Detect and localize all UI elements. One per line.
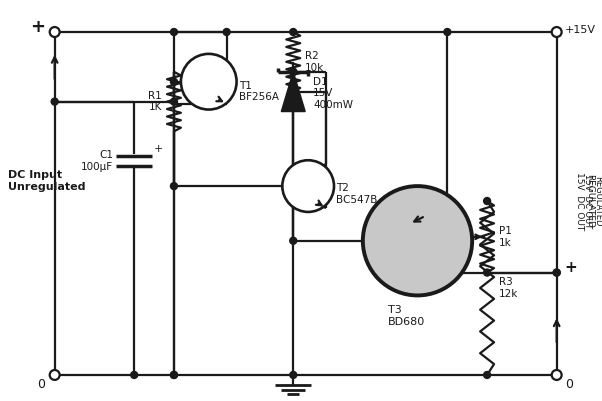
Text: C1
100μF: C1 100μF [81, 150, 113, 172]
Circle shape [290, 88, 297, 95]
Circle shape [223, 28, 230, 35]
Text: R2
10k: R2 10k [305, 51, 324, 73]
Circle shape [170, 371, 178, 379]
Circle shape [50, 27, 60, 37]
Text: +: + [565, 260, 577, 275]
Text: R1
1K: R1 1K [148, 91, 162, 112]
Text: +: + [154, 144, 164, 154]
Circle shape [170, 98, 178, 105]
Circle shape [290, 28, 297, 35]
Circle shape [553, 269, 560, 276]
Circle shape [282, 160, 334, 212]
Circle shape [553, 269, 560, 276]
Circle shape [50, 370, 60, 380]
Text: T1
BF256A: T1 BF256A [238, 81, 279, 102]
Circle shape [181, 54, 237, 109]
Circle shape [290, 68, 297, 75]
Text: D1
15V
400mW: D1 15V 400mW [313, 77, 353, 110]
Text: T2
BC547B: T2 BC547B [336, 183, 377, 205]
Circle shape [170, 28, 178, 35]
Circle shape [51, 98, 58, 105]
Text: 0: 0 [565, 378, 573, 391]
Text: T3
BD680: T3 BD680 [388, 306, 425, 327]
Text: DC Input
Unregulated: DC Input Unregulated [8, 170, 85, 192]
Circle shape [170, 78, 178, 85]
Circle shape [483, 371, 491, 379]
Circle shape [131, 371, 138, 379]
Circle shape [551, 370, 562, 380]
Text: P1
1k: P1 1k [499, 226, 512, 247]
Circle shape [290, 371, 297, 379]
Text: +: + [29, 18, 45, 36]
Circle shape [444, 28, 451, 35]
Polygon shape [281, 72, 305, 111]
Text: REGULATED
15V  DC OUT: REGULATED 15V DC OUT [583, 174, 602, 228]
Circle shape [290, 237, 297, 244]
Circle shape [483, 269, 491, 276]
Text: R3
12k: R3 12k [499, 277, 518, 299]
Text: 0: 0 [37, 378, 45, 391]
Circle shape [483, 198, 491, 205]
Text: REGULATED
15V  DC OUT: REGULATED 15V DC OUT [575, 172, 594, 230]
Circle shape [363, 186, 472, 296]
Text: +15V: +15V [565, 25, 595, 35]
Circle shape [551, 27, 562, 37]
Circle shape [170, 182, 178, 190]
Circle shape [290, 68, 297, 75]
Circle shape [170, 371, 178, 379]
